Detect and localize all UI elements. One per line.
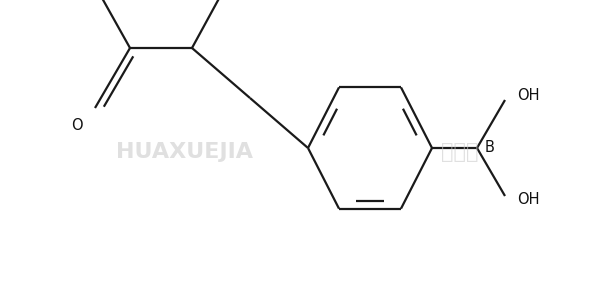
Text: OH: OH: [517, 88, 539, 103]
Text: OH: OH: [517, 192, 539, 207]
Text: HUAXUEJIA: HUAXUEJIA: [116, 142, 254, 162]
Text: B: B: [485, 141, 495, 156]
Text: O: O: [71, 118, 83, 133]
Text: 化学加: 化学加: [441, 142, 479, 162]
